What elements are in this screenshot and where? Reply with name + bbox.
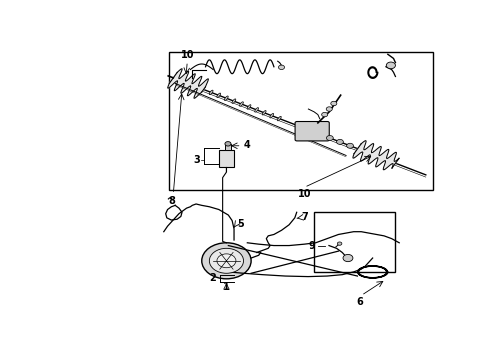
Circle shape <box>386 62 395 69</box>
Text: 5: 5 <box>237 219 244 229</box>
Circle shape <box>326 135 333 140</box>
Circle shape <box>202 243 251 279</box>
Text: 10: 10 <box>297 189 311 199</box>
Circle shape <box>337 139 343 144</box>
Ellipse shape <box>255 108 259 112</box>
Circle shape <box>321 112 328 117</box>
Ellipse shape <box>262 111 266 115</box>
Circle shape <box>209 248 244 273</box>
Circle shape <box>346 143 353 148</box>
Text: 1: 1 <box>223 282 230 292</box>
Bar <box>170 51 434 190</box>
Text: 3: 3 <box>193 156 200 166</box>
Bar <box>219 150 234 167</box>
Text: 7: 7 <box>301 212 308 222</box>
Text: 10: 10 <box>181 50 194 60</box>
Ellipse shape <box>217 93 220 98</box>
Ellipse shape <box>240 102 244 106</box>
Circle shape <box>331 101 337 106</box>
Polygon shape <box>353 141 399 170</box>
Ellipse shape <box>209 90 213 95</box>
Circle shape <box>278 65 285 69</box>
Circle shape <box>326 107 332 111</box>
Ellipse shape <box>224 96 228 100</box>
Text: 9: 9 <box>309 240 316 251</box>
Text: 2: 2 <box>209 273 216 283</box>
Circle shape <box>217 254 236 268</box>
Text: 4: 4 <box>244 140 250 150</box>
Circle shape <box>337 242 342 245</box>
Ellipse shape <box>247 105 251 109</box>
Text: 6: 6 <box>357 297 364 307</box>
Polygon shape <box>168 69 208 98</box>
Ellipse shape <box>277 116 281 121</box>
FancyBboxPatch shape <box>295 122 329 141</box>
Bar <box>314 212 395 272</box>
Text: 8: 8 <box>169 195 175 206</box>
Bar <box>224 144 231 150</box>
Ellipse shape <box>270 113 273 118</box>
Circle shape <box>225 141 231 146</box>
Ellipse shape <box>232 99 236 103</box>
Circle shape <box>343 255 353 262</box>
